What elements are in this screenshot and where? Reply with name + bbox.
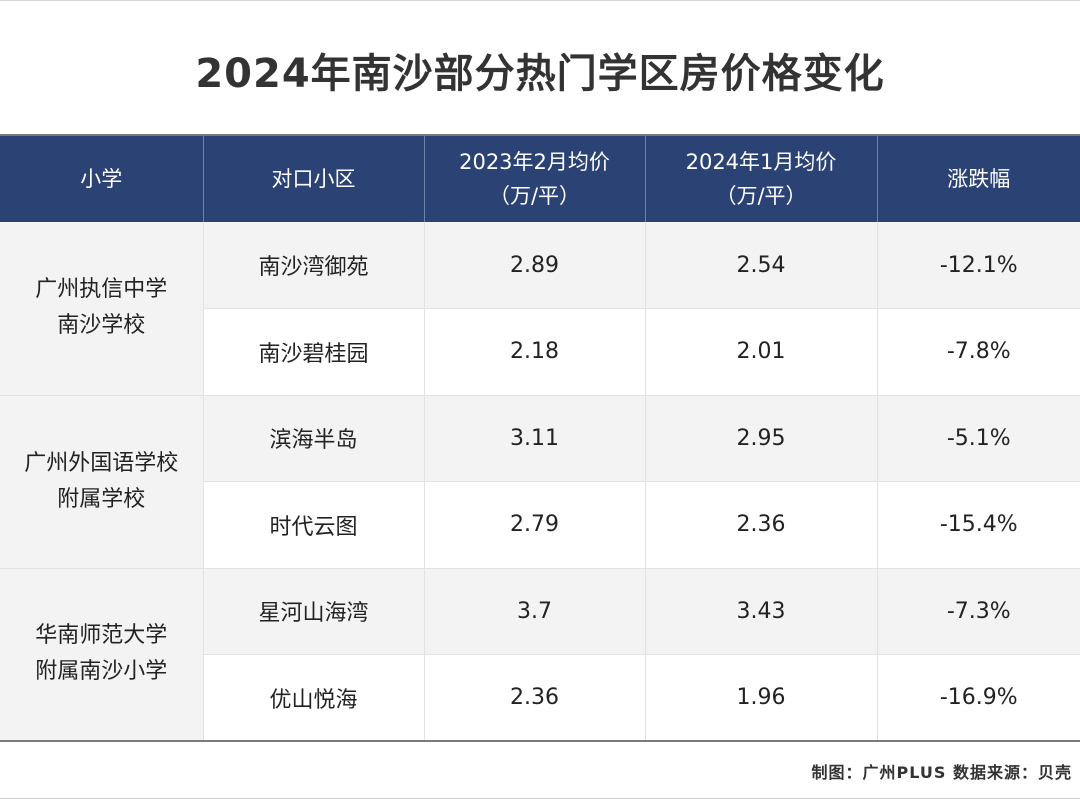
school-name-line2: 附属南沙小学 (35, 659, 168, 685)
price-2024-cell: 2.01 (645, 308, 878, 396)
change-cell: -5.1% (877, 395, 1080, 482)
table-row: 南沙碧桂园 2.18 2.01 -7.8% (0, 308, 1080, 396)
school-cell: 广州外国语学校 附属学校 (0, 395, 204, 569)
price-table: 小学 对口小区 2023年2月均价 （万/平） 2024年1月均价 （万/平） … (0, 134, 1080, 742)
change-cell: -15.4% (877, 481, 1080, 569)
header-school: 小学 (0, 134, 204, 222)
change-cell: -7.3% (877, 568, 1080, 655)
community-cell: 南沙碧桂园 (203, 308, 425, 396)
header-price-2023-label: 2023年2月均价 (459, 150, 610, 174)
school-name-line1: 广州执信中学 (35, 277, 168, 303)
price-2023-cell: 2.79 (424, 481, 646, 569)
school-name-line1: 华南师范大学 (35, 623, 168, 649)
header-community: 对口小区 (203, 134, 425, 222)
chart-title: 2024年南沙部分热门学区房价格变化 (195, 51, 885, 97)
header-price-2024-label: 2024年1月均价 (685, 150, 837, 174)
bottom-divider (0, 798, 1080, 799)
table-row: 广州执信中学 南沙学校 南沙湾御苑 2.89 2.54 -12.1% (0, 222, 1080, 396)
community-cell: 滨海半岛 (203, 395, 425, 482)
community-cell: 时代云图 (203, 481, 425, 569)
price-2024-cell: 1.96 (645, 654, 878, 742)
school-cell: 华南师范大学 附属南沙小学 (0, 568, 204, 742)
school-name-line1: 广州外国语学校 (24, 450, 179, 476)
header-price-2024-unit: （万/平） (715, 184, 807, 208)
price-2024-cell: 2.36 (645, 481, 878, 569)
table-row: 华南师范大学 附属南沙小学 星河山海湾 3.7 3.43 -7.3% (0, 568, 1080, 742)
source-credit: 制图：广州PLUS 数据来源：贝壳 (811, 763, 1072, 782)
price-2023-cell: 2.18 (424, 308, 646, 396)
table-row: 广州外国语学校 附属学校 滨海半岛 3.11 2.95 -5.1% (0, 395, 1080, 569)
header-community-label: 对口小区 (271, 167, 356, 191)
header-price-2024: 2024年1月均价 （万/平） (645, 134, 878, 222)
price-2023-cell: 3.7 (424, 568, 646, 655)
community-cell: 南沙湾御苑 (203, 222, 425, 309)
table-row: 时代云图 2.79 2.36 -15.4% (0, 481, 1080, 569)
change-cell: -16.9% (877, 654, 1080, 742)
change-cell: -7.8% (877, 308, 1080, 396)
price-2023-cell: 2.89 (424, 222, 646, 309)
price-2024-cell: 3.43 (645, 568, 878, 655)
header-school-label: 小学 (80, 167, 123, 191)
community-cell: 星河山海湾 (203, 568, 425, 655)
header-change: 涨跌幅 (877, 134, 1080, 222)
price-2024-cell: 2.54 (645, 222, 878, 309)
price-2023-cell: 3.11 (424, 395, 646, 482)
header-row: 小学 对口小区 2023年2月均价 （万/平） 2024年1月均价 （万/平） … (0, 134, 1080, 222)
header-price-2023-unit: （万/平） (488, 184, 581, 208)
price-2023-cell: 2.36 (424, 654, 646, 742)
price-2024-cell: 2.95 (645, 395, 878, 482)
table-row: 优山悦海 2.36 1.96 -16.9% (0, 654, 1080, 742)
header-change-label: 涨跌幅 (947, 167, 1011, 191)
change-cell: -12.1% (877, 222, 1080, 309)
community-cell: 优山悦海 (203, 654, 425, 742)
school-name-line2: 南沙学校 (57, 313, 146, 339)
school-name-line2: 附属学校 (57, 486, 146, 512)
school-cell: 广州执信中学 南沙学校 (0, 222, 204, 396)
header-price-2023: 2023年2月均价 （万/平） (424, 134, 646, 222)
